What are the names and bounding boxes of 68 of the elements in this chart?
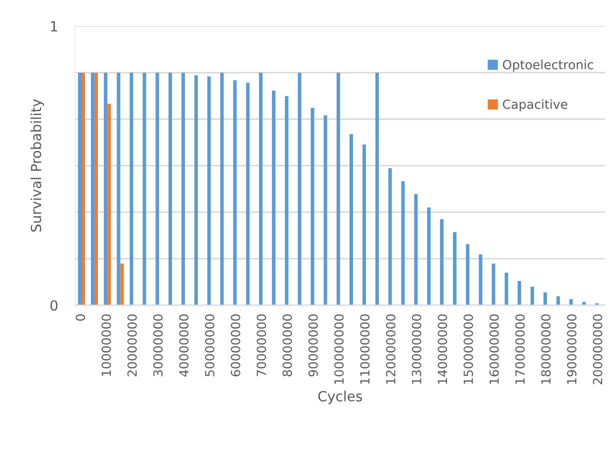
bar <box>543 292 547 306</box>
x-tick-label: 100000000 <box>334 314 344 384</box>
bar <box>78 72 82 306</box>
bar <box>104 72 108 306</box>
bar <box>94 72 98 306</box>
bar <box>375 72 379 306</box>
bar <box>90 72 94 306</box>
x-axis-title: Cycles <box>318 390 362 404</box>
bar <box>116 72 120 306</box>
x-tick-label: 180000000 <box>541 314 551 384</box>
x-tick-label: 200000000 <box>592 314 602 384</box>
x-tick-label: 150000000 <box>464 314 474 384</box>
x-tick-label: 160000000 <box>489 314 499 384</box>
bar <box>440 219 444 306</box>
bar <box>130 72 134 306</box>
bar <box>504 272 508 306</box>
x-tick-label: 130000000 <box>412 314 422 384</box>
x-tick-label: 50000000 <box>204 314 214 376</box>
bar <box>310 108 314 306</box>
bar <box>414 194 418 306</box>
x-tick-label: 110000000 <box>360 314 370 384</box>
bar <box>530 286 534 306</box>
bar <box>259 72 263 306</box>
bar <box>142 72 146 306</box>
y-axis-title: Survival Probability <box>30 99 44 232</box>
x-tick-label: 40000000 <box>179 314 189 377</box>
x-tick-label: 90000000 <box>308 314 318 376</box>
bar <box>156 72 160 306</box>
bar <box>350 134 354 306</box>
x-tick-label: 120000000 <box>386 314 396 384</box>
bar <box>427 208 431 306</box>
bar <box>284 96 288 306</box>
bar <box>492 264 496 306</box>
bar <box>336 72 340 306</box>
x-tick-label: 30000000 <box>153 314 163 376</box>
bar <box>107 104 111 306</box>
bar <box>556 296 560 306</box>
bar <box>298 72 302 306</box>
bar <box>466 244 470 306</box>
bar <box>168 72 172 306</box>
bar <box>181 72 185 306</box>
bar <box>207 76 211 306</box>
bar <box>246 82 250 306</box>
legend-label: Optoelectronic <box>502 60 594 72</box>
x-tick-label: 70000000 <box>256 314 266 376</box>
bar <box>120 264 124 306</box>
x-tick-label: 140000000 <box>438 314 448 384</box>
x-tick-label: 60000000 <box>230 314 240 376</box>
y-tick-label: 1 <box>51 21 58 32</box>
bar <box>452 232 456 306</box>
bar <box>569 299 573 306</box>
x-tick-label: 170000000 <box>515 314 525 384</box>
bar <box>194 75 198 306</box>
bar <box>220 72 224 306</box>
x-tick-label: 10000000 <box>102 314 111 376</box>
x-tick-label: 80000000 <box>282 314 292 376</box>
bar <box>478 254 482 306</box>
bar <box>81 72 85 306</box>
bar <box>272 90 276 306</box>
bar <box>233 80 237 306</box>
x-tick-label: 190000000 <box>567 314 576 384</box>
x-tick-label: 0 <box>76 314 86 321</box>
x-tick-label: 20000000 <box>127 314 137 376</box>
bar <box>388 168 392 306</box>
legend-label: Capacitive <box>502 99 568 112</box>
bar <box>518 280 522 306</box>
bar <box>324 115 328 306</box>
bar <box>362 144 366 306</box>
